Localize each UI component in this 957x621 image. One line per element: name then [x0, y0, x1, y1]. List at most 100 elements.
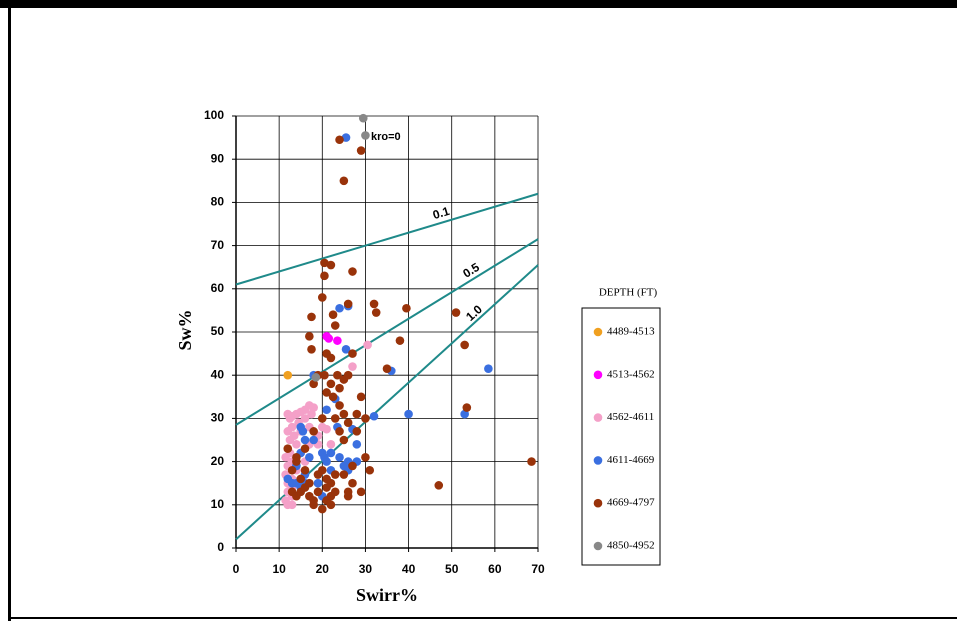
data-point — [335, 383, 344, 393]
data-point — [309, 435, 318, 445]
data-point — [369, 411, 379, 421]
data-point — [300, 444, 310, 453]
data-point — [292, 457, 301, 466]
data-point — [462, 403, 472, 412]
data-point — [343, 299, 353, 309]
data-point — [356, 146, 366, 155]
legend-label: 4489-4513 — [607, 326, 655, 338]
legend-title: DEPTH (FT) — [599, 287, 658, 299]
frame-bottom — [8, 617, 957, 619]
data-point — [363, 340, 372, 350]
data-point — [365, 465, 375, 475]
data-point — [326, 379, 336, 389]
data-point — [348, 349, 357, 358]
data-point — [352, 409, 362, 419]
x-tick-label: 40 — [402, 562, 416, 576]
data-point — [348, 461, 357, 471]
data-point — [320, 258, 329, 268]
y-tick-label: 30 — [211, 411, 225, 425]
data-point — [404, 409, 413, 419]
data-point — [309, 379, 318, 389]
data-point — [369, 299, 379, 309]
data-point — [322, 424, 331, 434]
y-axis-title: Sw% — [175, 309, 195, 350]
data-point — [300, 435, 310, 445]
kro-line — [235, 238, 539, 426]
data-point — [484, 364, 493, 374]
data-point — [326, 260, 336, 270]
data-point — [335, 452, 344, 462]
data-point — [343, 491, 353, 501]
frame-top — [0, 0, 957, 8]
data-point — [352, 440, 362, 449]
data-point — [361, 414, 370, 423]
data-point — [335, 303, 344, 313]
data-point — [309, 500, 318, 510]
data-point — [300, 414, 310, 423]
line-label: 1.0 — [463, 302, 485, 324]
x-tick-label: 30 — [359, 562, 373, 576]
data-point — [313, 478, 323, 488]
x-tick-label: 20 — [316, 562, 330, 576]
data-point — [320, 271, 329, 281]
data-point — [292, 440, 301, 449]
data-point — [361, 131, 370, 140]
data-point — [527, 457, 536, 466]
data-point — [333, 336, 342, 345]
data-point — [343, 370, 353, 380]
y-tick-label: 60 — [211, 281, 225, 295]
x-tick-label: 50 — [445, 562, 459, 576]
data-point — [402, 303, 411, 313]
data-point — [322, 388, 331, 397]
data-point — [330, 321, 340, 330]
x-tick-label: 70 — [531, 562, 545, 576]
data-point — [317, 414, 327, 423]
data-point — [343, 418, 353, 428]
data-point — [339, 409, 349, 419]
data-point — [335, 135, 344, 145]
data-point — [307, 312, 316, 322]
data-point — [341, 344, 351, 354]
kro-line — [235, 192, 539, 286]
data-point — [283, 444, 293, 453]
data-point — [339, 176, 349, 186]
data-point — [322, 405, 331, 415]
data-point — [333, 370, 342, 380]
data-point — [395, 336, 405, 345]
data-point — [307, 409, 316, 419]
data-point — [335, 401, 344, 410]
y-tick-label: 70 — [211, 238, 225, 252]
data-point — [460, 409, 469, 419]
legend-label: 4669-4797 — [607, 497, 655, 509]
kro-line — [235, 264, 539, 541]
data-point — [305, 478, 314, 488]
annotation: kro=0 — [371, 131, 401, 143]
data-point — [330, 470, 340, 479]
x-axis-title: Swirr% — [356, 585, 418, 605]
data-point — [382, 364, 392, 374]
data-point — [317, 504, 327, 514]
data-point — [328, 392, 338, 402]
data-point — [287, 500, 297, 510]
legend-label: 4562-4611 — [607, 411, 654, 423]
data-point — [283, 370, 293, 380]
data-point — [348, 362, 357, 371]
data-point — [330, 487, 340, 497]
legend-marker — [593, 413, 603, 422]
data-point — [317, 293, 327, 302]
data-point — [300, 465, 310, 475]
x-tick-label: 0 — [233, 562, 240, 576]
legend-label: 4850-4952 — [607, 540, 655, 552]
data-point — [339, 470, 349, 479]
data-point — [320, 370, 329, 380]
data-point — [371, 308, 381, 317]
data-point — [307, 344, 316, 354]
line-label: 0.1 — [431, 204, 451, 222]
data-point — [352, 427, 362, 436]
data-point — [326, 500, 336, 510]
y-tick-label: 100 — [204, 108, 224, 122]
line-label: 0.5 — [460, 260, 482, 281]
data-point — [326, 440, 336, 449]
y-tick-label: 50 — [211, 324, 225, 338]
